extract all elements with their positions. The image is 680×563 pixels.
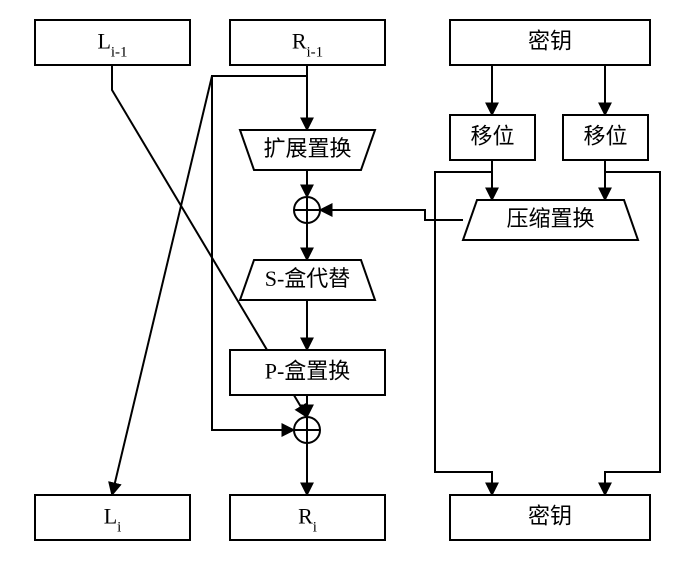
node-XOR2	[294, 417, 320, 443]
node-label: 移位	[583, 124, 627, 149]
node-label: 扩展置换	[263, 136, 351, 161]
node-label: 移位	[470, 124, 514, 149]
edge	[320, 210, 463, 220]
node-label: P-盒置换	[265, 359, 351, 384]
node-XOR1	[294, 197, 320, 223]
node-label: 密钥	[528, 504, 572, 529]
node-label: S-盒代替	[265, 266, 351, 291]
node-label: 压缩置换	[506, 206, 594, 231]
edge	[112, 76, 212, 495]
node-label: 密钥	[528, 29, 572, 54]
